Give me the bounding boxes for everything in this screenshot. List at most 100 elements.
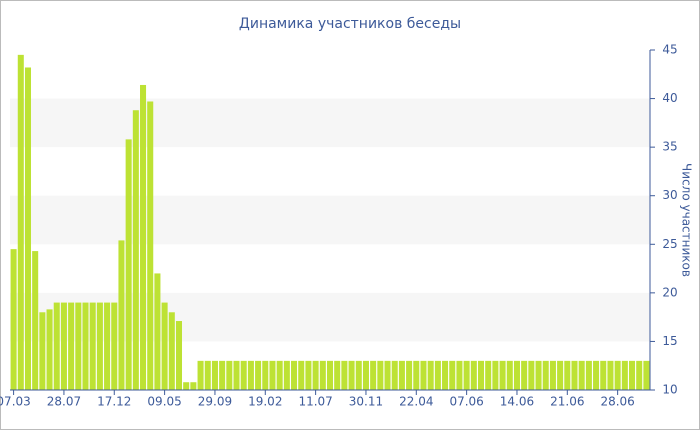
bar bbox=[362, 360, 369, 390]
bar bbox=[269, 360, 276, 390]
bar bbox=[183, 382, 190, 390]
x-tick-label: 07.06 bbox=[449, 395, 483, 409]
bar bbox=[283, 360, 290, 390]
bar bbox=[233, 360, 240, 390]
bar bbox=[434, 360, 441, 390]
chart-title: Динамика участников беседы bbox=[239, 16, 461, 32]
bar bbox=[276, 360, 283, 390]
bar bbox=[513, 360, 520, 390]
bar bbox=[262, 360, 269, 390]
bar bbox=[506, 360, 513, 390]
x-tick-label: 11.07 bbox=[298, 395, 332, 409]
bar bbox=[132, 110, 139, 390]
bar bbox=[312, 360, 319, 390]
bar bbox=[348, 360, 355, 390]
bar bbox=[564, 360, 571, 390]
bar bbox=[377, 360, 384, 390]
bar bbox=[593, 360, 600, 390]
bar bbox=[226, 360, 233, 390]
bar bbox=[17, 54, 24, 390]
y-tick-label: 10 bbox=[662, 383, 677, 397]
bar bbox=[96, 302, 103, 390]
bar bbox=[161, 302, 168, 390]
bar bbox=[643, 360, 650, 390]
y-tick-label: 45 bbox=[662, 43, 677, 57]
bar bbox=[600, 360, 607, 390]
bar bbox=[10, 249, 17, 390]
bar bbox=[197, 360, 204, 390]
y-tick-label: 40 bbox=[662, 91, 677, 105]
y-tick-label: 35 bbox=[662, 140, 677, 154]
x-tick-label: 28.07 bbox=[47, 395, 81, 409]
bar bbox=[585, 360, 592, 390]
bar bbox=[46, 309, 53, 390]
bar bbox=[247, 360, 254, 390]
bar bbox=[319, 360, 326, 390]
bar bbox=[219, 360, 226, 390]
bar bbox=[190, 382, 197, 390]
bar bbox=[334, 360, 341, 390]
bar bbox=[341, 360, 348, 390]
bar bbox=[305, 360, 312, 390]
bar bbox=[298, 360, 305, 390]
bar bbox=[39, 312, 46, 390]
x-tick-label: 30.11 bbox=[349, 395, 383, 409]
bar bbox=[89, 302, 96, 390]
y-tick-label: 15 bbox=[662, 334, 677, 348]
bar bbox=[204, 360, 211, 390]
bar bbox=[456, 360, 463, 390]
bar bbox=[492, 360, 499, 390]
bar bbox=[528, 360, 535, 390]
bar bbox=[118, 240, 125, 390]
bar bbox=[521, 360, 528, 390]
bar bbox=[578, 360, 585, 390]
bar bbox=[82, 302, 89, 390]
bar bbox=[542, 360, 549, 390]
x-tick-label: 09.05 bbox=[147, 395, 181, 409]
x-tick-label: 21.06 bbox=[550, 395, 584, 409]
grid-band bbox=[10, 195, 650, 245]
bar bbox=[614, 360, 621, 390]
bar bbox=[636, 360, 643, 390]
bar bbox=[549, 360, 556, 390]
bar bbox=[355, 360, 362, 390]
bar bbox=[60, 302, 67, 390]
bar bbox=[470, 360, 477, 390]
bar bbox=[391, 360, 398, 390]
bar bbox=[140, 84, 147, 390]
bar bbox=[175, 321, 183, 390]
x-tick-label: 14.06 bbox=[500, 395, 534, 409]
bar bbox=[154, 273, 161, 390]
bar bbox=[384, 360, 391, 390]
bar bbox=[442, 360, 449, 390]
bar bbox=[68, 302, 75, 390]
bar bbox=[629, 360, 636, 390]
y-tick-label: 20 bbox=[662, 285, 677, 299]
bar bbox=[485, 360, 492, 390]
x-tick-label: 28.06 bbox=[600, 395, 634, 409]
bar bbox=[104, 302, 111, 390]
bar bbox=[32, 251, 39, 390]
bar bbox=[535, 360, 542, 390]
bar bbox=[255, 360, 262, 390]
bar bbox=[621, 360, 628, 390]
bar bbox=[557, 360, 564, 390]
bar bbox=[477, 360, 485, 390]
bar bbox=[168, 312, 175, 390]
bar bbox=[449, 360, 456, 390]
bar bbox=[427, 360, 434, 390]
x-tick-label: 19.02 bbox=[248, 395, 282, 409]
bar bbox=[111, 302, 118, 390]
bar bbox=[607, 360, 614, 390]
bar bbox=[413, 360, 420, 390]
bar bbox=[398, 360, 405, 390]
x-tick-label: 22.04 bbox=[399, 395, 433, 409]
bar bbox=[24, 67, 31, 390]
bar bbox=[370, 360, 377, 390]
y-tick-label: 25 bbox=[662, 237, 677, 251]
bar bbox=[75, 302, 82, 390]
bar bbox=[53, 302, 60, 390]
bar bbox=[240, 360, 247, 390]
bar bbox=[420, 360, 427, 390]
